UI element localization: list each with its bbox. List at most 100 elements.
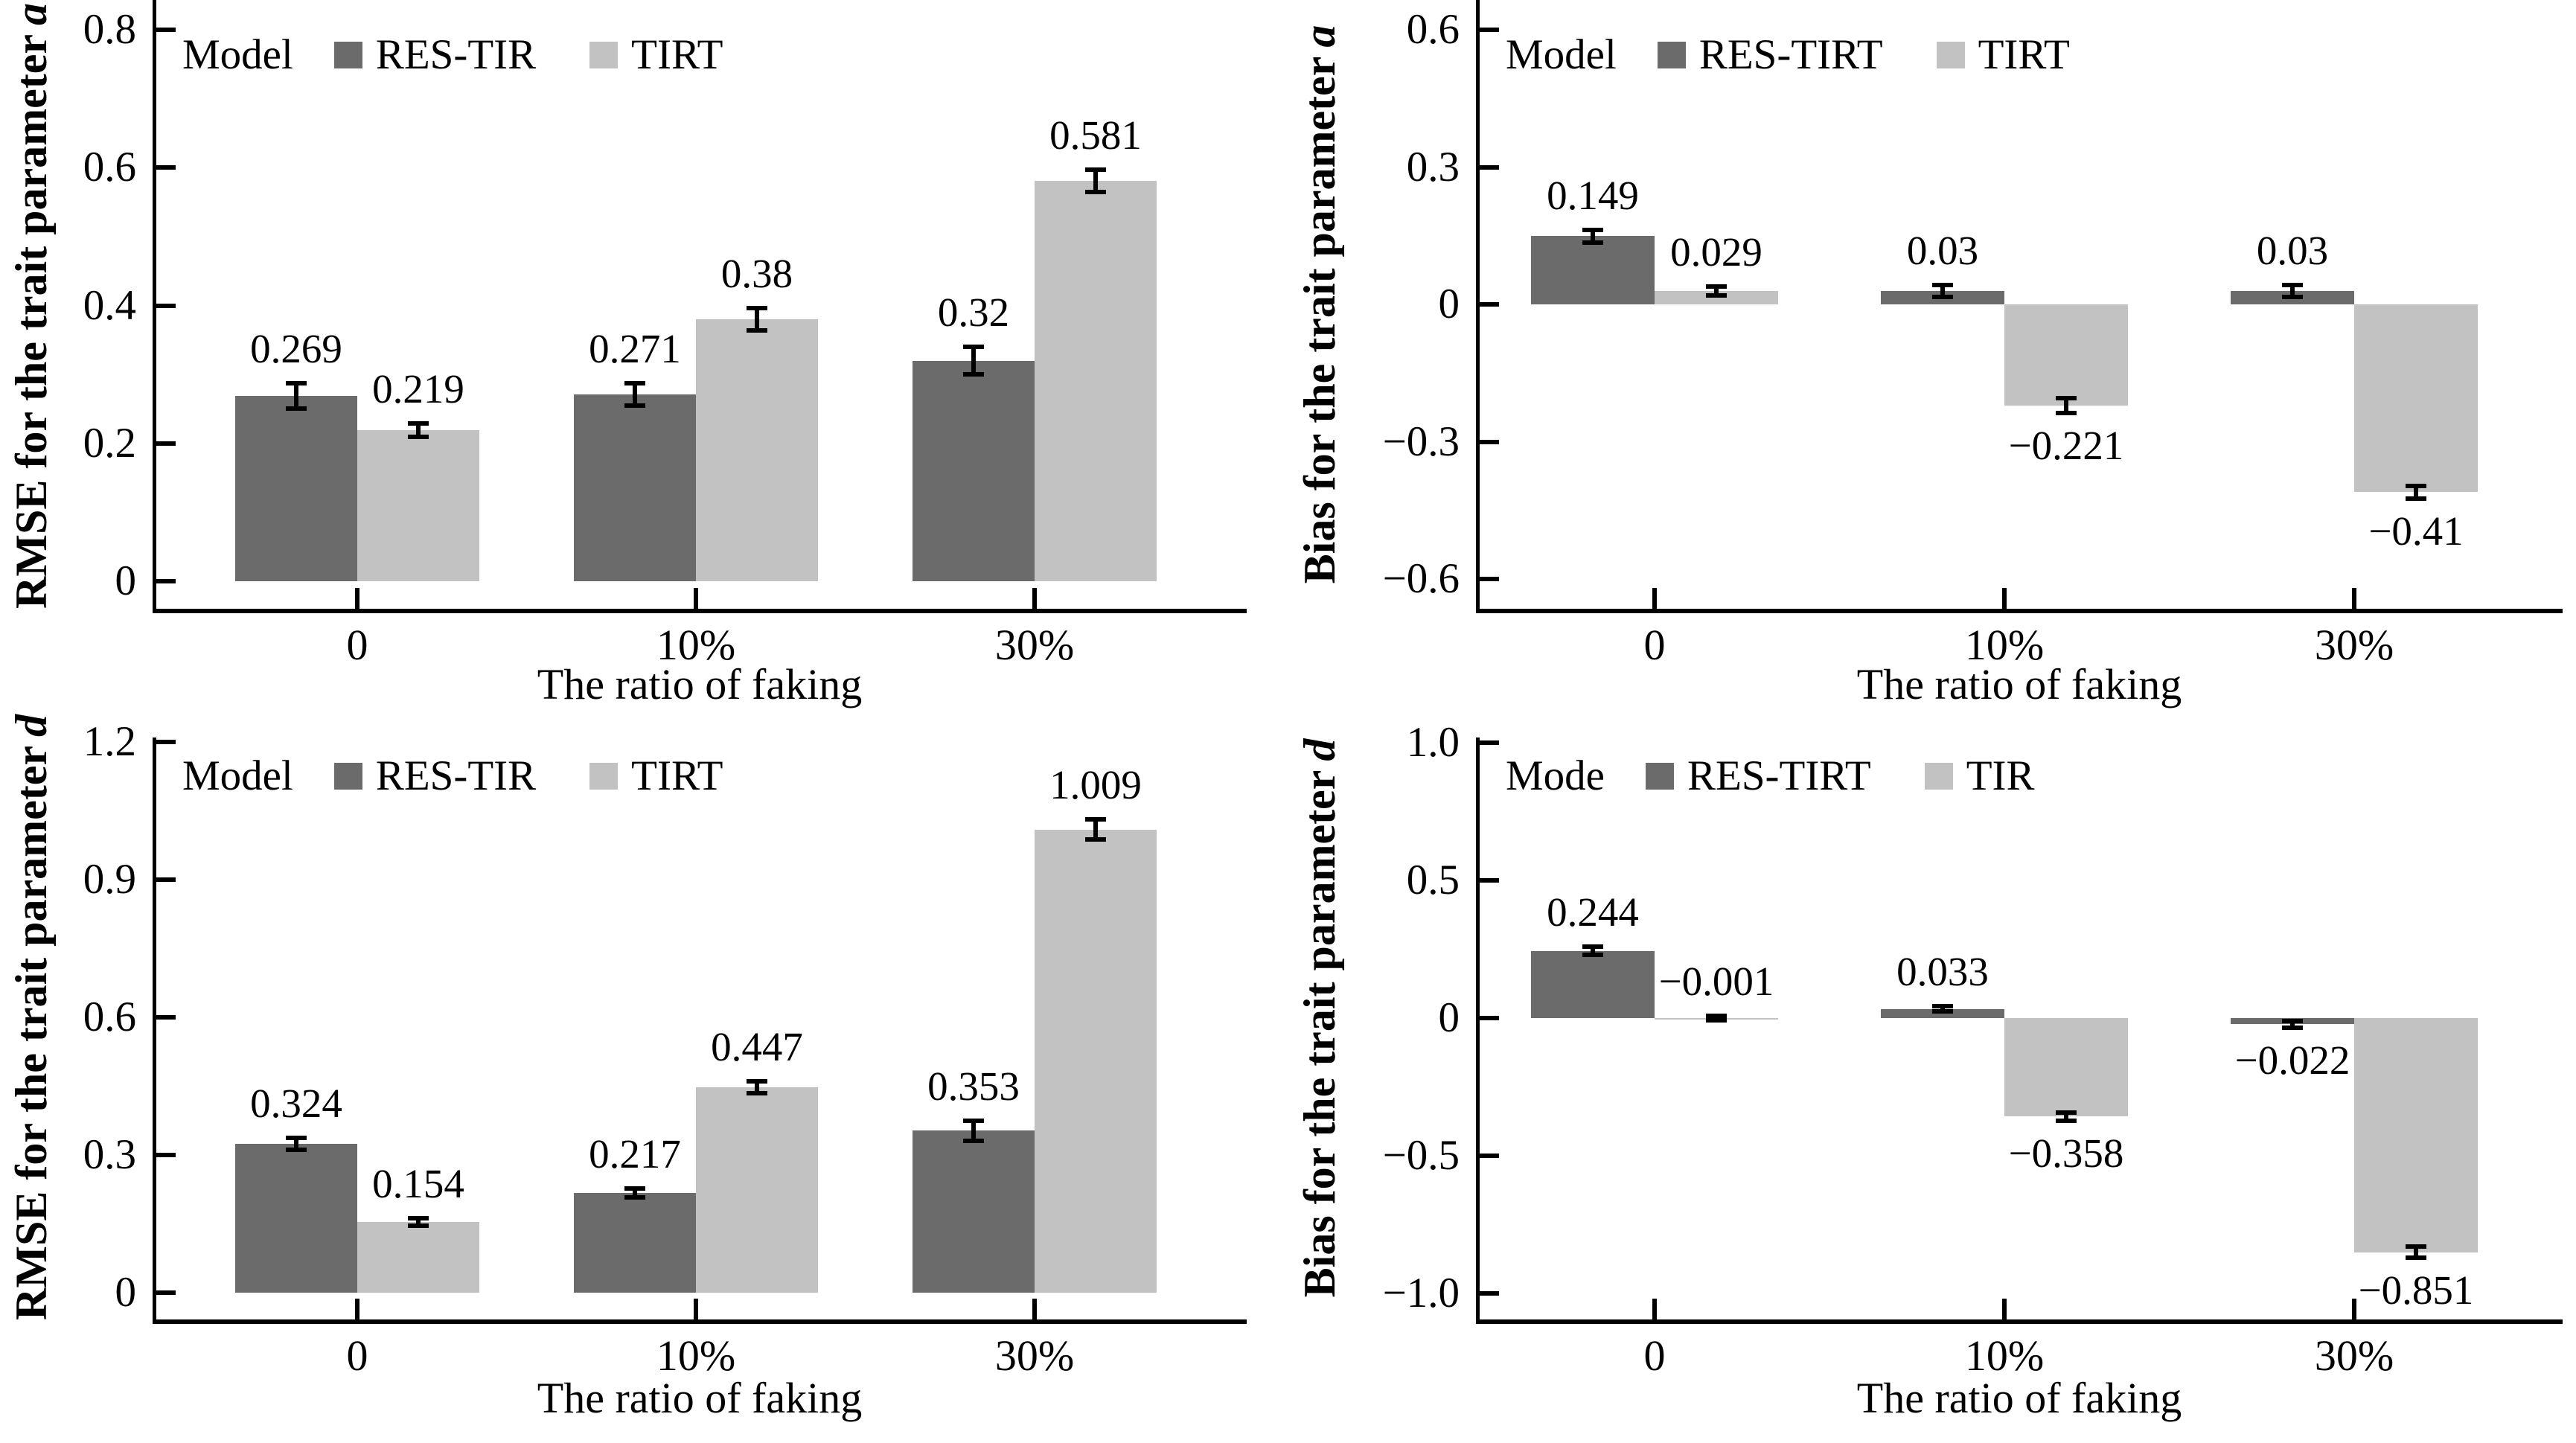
legend-title: Model <box>182 752 293 799</box>
y-tick-label: 0.3 <box>1406 143 1460 191</box>
x-tick <box>2002 588 2007 609</box>
error-bar-line <box>1591 947 1595 956</box>
y-tick-label: 0 <box>1438 281 1460 327</box>
legend-title: Mode <box>1506 752 1605 799</box>
y-tick <box>1480 28 1499 32</box>
bar-TIRT-30% <box>1035 829 1157 1293</box>
error-bar-cap-bottom <box>286 406 307 411</box>
error-bar-cap-bottom <box>1706 1018 1727 1023</box>
x-category-label: 10% <box>1964 621 2045 669</box>
legend-swatch-TIRT <box>1936 42 1965 68</box>
y-axis-title-parameter: d <box>7 714 56 738</box>
error-bar-cap-bottom <box>1706 293 1727 298</box>
error-bar-cap-bottom <box>1932 1009 1953 1014</box>
x-axis-title: The ratio of faking <box>1856 1374 2182 1422</box>
error-bar-cap-top <box>408 420 429 426</box>
error-bar-cap-top <box>2406 483 2426 488</box>
error-bar-line <box>2414 485 2418 499</box>
value-label: 0.154 <box>372 1161 464 1207</box>
y-tick <box>156 1015 176 1020</box>
y-axis-title-parameter: d <box>1295 738 1344 761</box>
x-tick <box>355 588 359 609</box>
legend-swatch-RES-TIR <box>333 763 362 790</box>
error-bar-cap-bottom <box>1582 953 1603 958</box>
error-bar-cap-bottom <box>2056 410 2077 415</box>
value-label: 0.324 <box>250 1081 342 1127</box>
bar-RES-TIR-10% <box>574 394 696 581</box>
error-bar-cap-top <box>1706 284 1727 289</box>
error-bar-cap-bottom <box>2282 1025 2303 1030</box>
x-tick <box>2352 1299 2356 1319</box>
error-bar-cap-top <box>286 1136 307 1141</box>
value-label: 0.149 <box>1547 172 1639 218</box>
y-tick-label: 0.5 <box>1406 857 1460 903</box>
error-bar-line <box>1591 229 1595 243</box>
legend-label-RES-TIR: RES-TIR <box>375 31 537 78</box>
error-bar-line <box>971 347 976 375</box>
x-axis <box>1476 1319 2563 1324</box>
error-bar-line <box>2064 398 2068 413</box>
error-bar-cap-top <box>1085 817 1106 822</box>
bar-TIRT-10% <box>696 319 818 581</box>
error-bar-line <box>633 1188 637 1198</box>
error-bar-line <box>971 1120 976 1141</box>
chart-panel-bottom-right: 0.244 0.033 −0.022 −0.001 −0.358 −0.851 −1.0 −0… <box>1288 719 2576 1443</box>
y-axis-title-parameter: a <box>7 2 56 25</box>
value-label: −0.358 <box>2008 1130 2124 1176</box>
bar-RES-TIR-30% <box>913 1130 1035 1293</box>
error-bar-cap-bottom <box>2282 294 2303 299</box>
x-axis <box>153 1319 1247 1324</box>
x-category-label: 10% <box>656 621 736 669</box>
error-bar-line <box>1940 284 1945 297</box>
legend-swatch-TIRT <box>589 42 619 68</box>
x-tick <box>1652 588 1657 609</box>
legend-label-TIR: TIR <box>1966 752 2035 799</box>
error-bar-cap-bottom <box>963 1138 984 1143</box>
error-bar-line <box>294 383 298 409</box>
y-tick-label: −0.6 <box>1382 555 1460 602</box>
x-axis <box>1476 609 2563 613</box>
y-tick <box>156 303 176 308</box>
x-tick <box>1032 1299 1037 1319</box>
error-bar-cap-bottom <box>747 1091 767 1096</box>
error-bar-line <box>416 423 421 438</box>
error-bar-line <box>633 383 637 406</box>
x-category-label: 30% <box>994 621 1075 669</box>
y-tick-label: 0.3 <box>83 1131 136 1178</box>
value-label: 0.447 <box>711 1024 803 1070</box>
y-tick <box>156 1290 176 1295</box>
bar-RES-TIR-10% <box>574 1193 696 1293</box>
error-bar-cap-top <box>1582 944 1603 950</box>
legend-label-TIRT: TIRT <box>1978 31 2070 78</box>
error-bar-cap-top <box>1085 167 1106 173</box>
y-tick <box>1480 164 1499 170</box>
error-bar-line <box>755 308 759 330</box>
y-tick <box>156 1153 176 1157</box>
y-tick-label: 0.6 <box>83 144 136 191</box>
y-axis-title-text: Bias for the trait parameter <box>1295 770 1344 1298</box>
error-bar-cap-top <box>1582 227 1603 232</box>
error-bar-line <box>1940 1006 1945 1012</box>
error-bar-cap-top <box>2056 1110 2077 1115</box>
y-tick-label: −0.3 <box>1382 417 1460 465</box>
y-tick <box>156 441 176 446</box>
legend-title: Model <box>182 31 293 78</box>
error-bar-line <box>1093 170 1098 192</box>
error-bar-cap-bottom <box>1932 294 1953 299</box>
error-bar-cap-bottom <box>1085 189 1106 194</box>
error-bar-line <box>1093 819 1098 840</box>
y-tick <box>156 579 176 583</box>
x-category-label: 30% <box>2314 1331 2394 1380</box>
x-category-label: 30% <box>2314 621 2394 669</box>
error-bar-cap-top <box>1932 282 1953 287</box>
value-label: −0.851 <box>2358 1267 2474 1314</box>
bar-TIR-30% <box>2354 1018 2478 1252</box>
y-axis <box>153 738 156 1324</box>
error-bar-cap-bottom <box>408 1223 429 1228</box>
y-tick-label: 0 <box>115 557 137 604</box>
error-bar-line <box>294 1138 298 1151</box>
value-label: 0.353 <box>927 1063 1020 1109</box>
y-tick-label: 0 <box>115 1269 137 1316</box>
y-tick-label: −0.5 <box>1382 1132 1460 1179</box>
legend: Model RES-TIR TIRT <box>182 752 723 800</box>
